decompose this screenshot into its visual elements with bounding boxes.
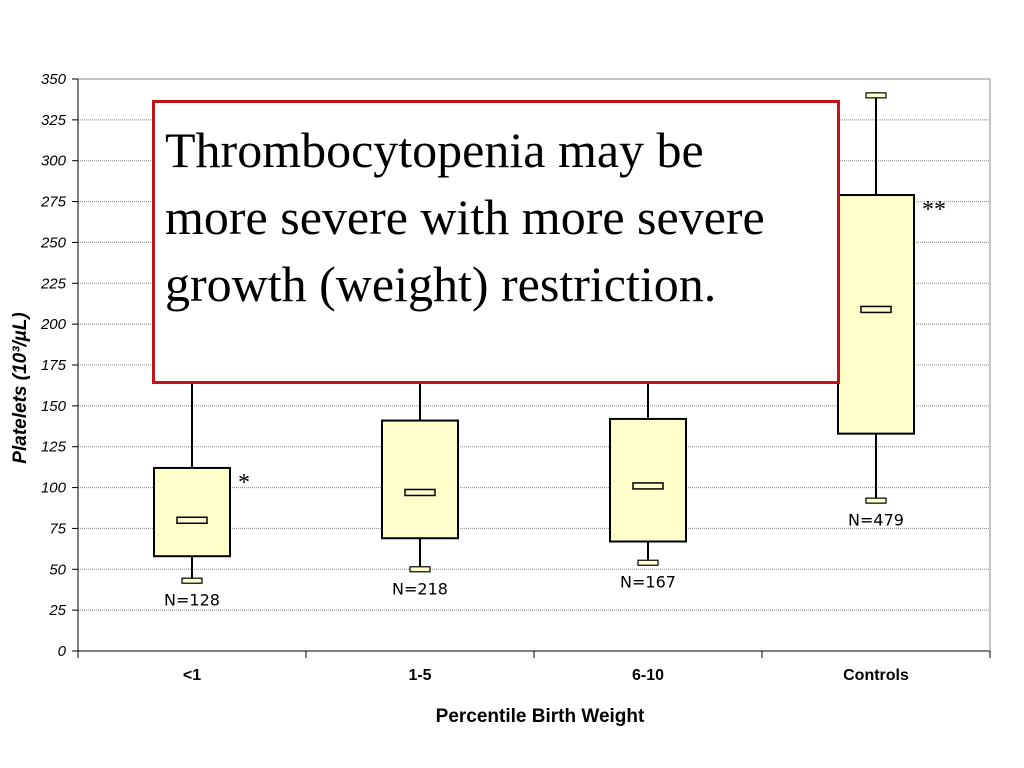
n-label: N=479 [848,511,904,530]
axes [72,78,991,658]
significance-annotation: * [238,470,250,496]
x-category-label: <1 [183,667,201,684]
significance-annotation: ** [922,197,946,223]
y-tick-label: 275 [40,194,67,211]
y-tick-label: 225 [40,275,67,292]
max-cap [865,92,887,99]
y-tick-label: 300 [41,153,67,170]
median-marker [632,482,664,490]
x-category-label: 6-10 [632,667,664,684]
n-label: N=218 [392,579,448,598]
y-tick-label: 350 [41,71,67,88]
y-tick-label: 200 [40,316,67,333]
box-Controls [837,92,915,504]
y-tick-label: 100 [41,480,67,497]
x-category-label: Controls [843,667,909,684]
callout-text: Thrombocytopenia may be more severe with… [165,122,765,312]
iqr-box [153,466,231,558]
callout-box: Thrombocytopenia may be more severe with… [152,100,840,384]
min-cap [181,577,203,584]
n-label: N=128 [164,591,220,610]
y-axis-title: Platelets (10³/µL) [10,312,31,463]
y-tick-label: 250 [40,234,67,251]
iqr-box [381,419,459,540]
x-category-label: 1-5 [408,667,431,684]
y-tick-label: 75 [49,520,66,537]
y-tick-label: 125 [41,439,67,456]
iqr-box [837,194,915,435]
y-tick-label: 50 [49,561,66,578]
box-1-5 [381,288,459,573]
median-marker [404,488,436,497]
labels: 0 25 50 75 100 125 150 175 200 225 250 275 300 325 350… [40,71,946,684]
n-label: N=167 [620,573,676,592]
min-cap [409,566,431,573]
median-marker [176,516,208,525]
y-tick-label: 150 [41,398,67,415]
x-axis-title: Percentile Birth Weight [436,706,645,727]
min-cap [865,497,887,504]
box-<1 [153,288,231,584]
median-marker [860,305,892,314]
iqr-box [609,417,687,543]
y-tick-label: 175 [41,357,67,374]
min-cap [637,559,659,566]
boxes [153,92,915,584]
y-tick-label: 325 [41,112,67,129]
y-tick-label: 25 [48,602,66,619]
y-tick-label: 0 [58,643,67,660]
